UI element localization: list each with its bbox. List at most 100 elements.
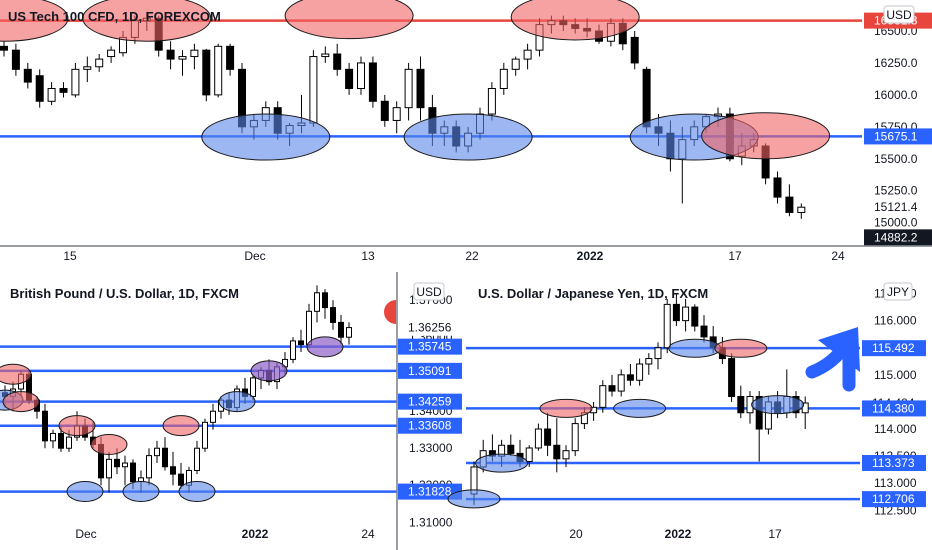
- x-tick-label: 13: [361, 249, 375, 263]
- candle: [210, 403, 216, 430]
- candle-body: [416, 68, 425, 109]
- red-zone-ellipse[interactable]: [510, 0, 640, 41]
- blue-zone-ellipse[interactable]: [66, 481, 104, 503]
- price-label: 1.35745: [408, 340, 452, 354]
- x-tick-label: 17: [728, 249, 742, 263]
- candle-body: [50, 432, 56, 442]
- candle-body: [59, 88, 68, 93]
- candle: [11, 43, 20, 76]
- blue-zone-ellipse[interactable]: [122, 481, 160, 503]
- candle: [499, 62, 508, 95]
- purple-zone-ellipse[interactable]: [250, 360, 288, 382]
- candle-body: [487, 88, 496, 115]
- candle-body: [107, 49, 116, 58]
- candle: [154, 440, 160, 464]
- candle-body: [122, 462, 128, 468]
- red-zone-ellipse[interactable]: [162, 415, 200, 437]
- price-label: 114.380: [872, 401, 915, 415]
- red-zone-ellipse[interactable]: [90, 434, 128, 456]
- red-zone-ellipse[interactable]: [284, 0, 414, 40]
- price-label: 14882.2: [874, 230, 918, 244]
- candle: [672, 293, 680, 327]
- usdjpy-currency-badge[interactable]: [883, 282, 913, 301]
- blue-zone-ellipse[interactable]: [475, 453, 529, 473]
- candle: [785, 184, 794, 217]
- usdjpy-chart[interactable]: 112.500113.000113.500114.000114.500115.0…: [447, 272, 932, 541]
- nasdaq-currency-badge[interactable]: [883, 5, 915, 24]
- blue-zone-ellipse[interactable]: [403, 113, 533, 161]
- candle: [50, 429, 56, 449]
- candle-body: [298, 340, 304, 346]
- x-tick-label: 15: [63, 249, 77, 263]
- candle-body: [314, 292, 320, 312]
- candle: [773, 171, 782, 204]
- candle-body: [58, 432, 64, 449]
- y-tick-label: 15000.0: [874, 216, 918, 230]
- candle-body: [194, 447, 200, 471]
- red-zone-ellipse[interactable]: [58, 415, 96, 437]
- candle: [654, 342, 662, 370]
- nasdaq-chart[interactable]: 15000.015250.015500.015750.016000.016250…: [0, 0, 932, 263]
- price-label-box: [862, 491, 926, 508]
- candle-body: [499, 68, 508, 90]
- price-label-box: [864, 229, 932, 246]
- red-zone-ellipse[interactable]: [0, 363, 32, 385]
- y-tick-label: 16000.0: [874, 88, 918, 102]
- candle: [178, 463, 184, 489]
- candle: [682, 298, 690, 332]
- red-zone-ellipse[interactable]: [2, 391, 40, 413]
- candle: [544, 412, 552, 457]
- candle: [322, 289, 328, 319]
- candle-body: [178, 56, 187, 60]
- candle-body: [404, 68, 413, 109]
- candle: [178, 50, 187, 76]
- candle-body: [525, 447, 533, 463]
- price-label: 15675.1: [874, 129, 918, 143]
- x-tick-label: 2022: [665, 527, 692, 541]
- candle-body: [737, 396, 745, 414]
- candle-body: [368, 62, 377, 102]
- red-zone-ellipse[interactable]: [714, 338, 768, 358]
- candle: [42, 403, 48, 449]
- candle: [553, 418, 561, 473]
- candle-body: [642, 68, 651, 128]
- blue-zone-ellipse[interactable]: [751, 395, 805, 415]
- price-label: 115.492: [872, 341, 915, 355]
- candle-body: [322, 292, 328, 309]
- candle-body: [309, 56, 318, 124]
- candle-body: [626, 374, 634, 381]
- candle-body: [571, 423, 579, 452]
- gbpusd-chart[interactable]: 1.310001.320001.330001.340001.350001.360…: [0, 272, 466, 541]
- blue-zone-ellipse[interactable]: [447, 489, 501, 509]
- blue-zone-ellipse[interactable]: [613, 398, 667, 418]
- red-zone-ellipse[interactable]: [701, 112, 831, 160]
- blue-zone-ellipse[interactable]: [201, 113, 331, 161]
- candle-body: [392, 107, 401, 121]
- candle-body: [202, 49, 211, 96]
- candle: [321, 46, 330, 63]
- purple-zone-ellipse[interactable]: [306, 336, 344, 358]
- candle-body: [226, 45, 235, 70]
- red-zone-ellipse[interactable]: [539, 398, 593, 418]
- blue-zone-ellipse[interactable]: [668, 338, 722, 358]
- blue-zone-ellipse[interactable]: [178, 481, 216, 503]
- gbpusd-currency-badge[interactable]: [413, 282, 445, 301]
- candle: [314, 285, 320, 323]
- y-tick-label: 1.31000: [409, 515, 453, 529]
- red-zone-ellipse[interactable]: [0, 0, 69, 42]
- candle-body: [357, 62, 365, 89]
- red-zone-ellipse[interactable]: [82, 0, 212, 42]
- candle: [357, 56, 365, 95]
- candle-body: [562, 450, 570, 460]
- y-tick-label: 116.000: [874, 314, 917, 328]
- y-tick-label: 15500.0: [874, 152, 918, 166]
- blue-zone-ellipse[interactable]: [218, 391, 256, 413]
- candle-body: [106, 458, 112, 479]
- price-label-box: [398, 417, 462, 434]
- candle-body: [290, 340, 296, 360]
- candle-body: [672, 303, 680, 322]
- candle: [630, 31, 639, 70]
- x-tick-label: 24: [831, 249, 845, 263]
- y-tick-label: 15250.0: [874, 184, 918, 198]
